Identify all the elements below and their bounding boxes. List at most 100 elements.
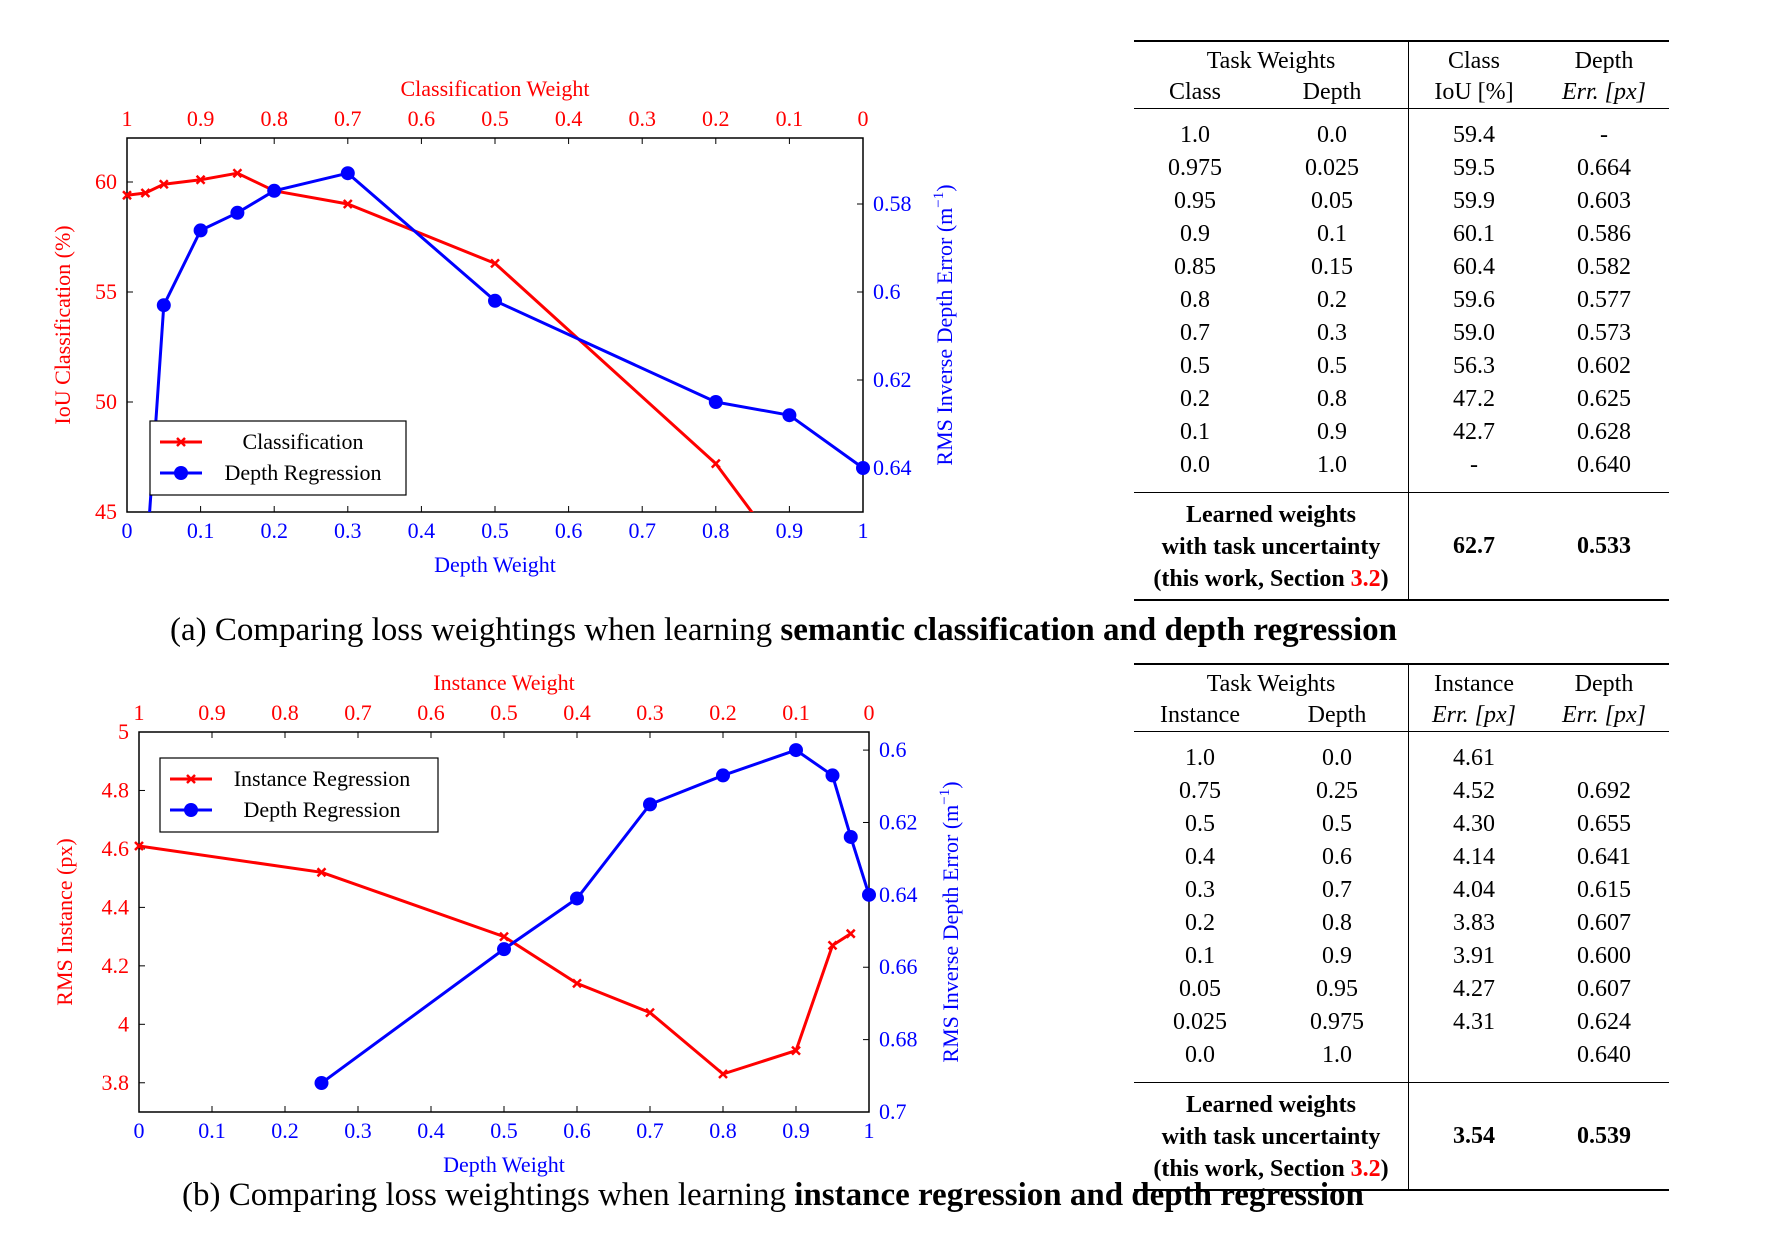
chart-1-x-tick-label: 0.6 [563, 1118, 591, 1143]
table-row: 0.5 0.5 4.30 0.655 [1134, 808, 1669, 841]
table-a-group-header: Task Weights [1134, 41, 1409, 77]
chart-1-right-tick-label: 0.6 [879, 737, 907, 762]
chart-0-series-line-depth [148, 171, 863, 512]
table-cell: 1.0 [1180, 122, 1210, 148]
table-cell: 0.05 [1256, 185, 1409, 218]
chart-1-left-tick-label: 3.8 [102, 1070, 130, 1095]
chart-b: 0 0.1 0.2 0.3 0.4 0.5 0.6 0.7 0.8 0.9 1 1 0.9 0.8 0.7 0… [52, 670, 963, 1177]
table-row: 0.5 0.5 56.3 0.602 [1134, 350, 1669, 383]
chart-0-data-point-circle [708, 395, 723, 409]
chart-0-left-tick-label: 55 [95, 279, 117, 304]
chart-1-right-tick-label: 0.64 [879, 882, 918, 907]
table-b-group-header: Task Weights [1134, 664, 1409, 700]
table-cell: 0.640 [1577, 1042, 1631, 1068]
chart-1-top-tick-label: 0.8 [271, 700, 299, 725]
table-b-section-ref[interactable]: 3.2 [1350, 1156, 1381, 1182]
table-row: 0.05 0.95 4.27 0.607 [1134, 973, 1669, 1006]
chart-0-top-tick-label: 0.8 [260, 106, 288, 131]
chart-1-legend: Instance Regression Depth Regression [159, 757, 439, 833]
table-cell: 0.577 [1577, 287, 1631, 313]
chart-1-legend-marker-x [186, 774, 196, 784]
table-cell [1409, 1039, 1540, 1072]
chart-0-data-point-x [140, 188, 151, 198]
table-a-learned-line1: Learned weights [1186, 502, 1356, 528]
chart-1-right-tick-label: 0.68 [879, 1027, 918, 1052]
chart-1-top-tick-label: 0.5 [490, 700, 518, 725]
chart-0-data-point-circle [156, 298, 171, 313]
table-cell: 0.95 [1174, 188, 1216, 214]
chart-0-data-point-x [158, 179, 169, 190]
table-cell: 59.6 [1453, 287, 1495, 313]
chart-0-data-point-x [710, 458, 721, 469]
chart-0-top-tick-label: 0.2 [702, 106, 730, 131]
chart-1-top-axis-label: Instance Weight [433, 670, 574, 695]
chart-0-top-tick-label: 0.5 [481, 106, 509, 131]
chart-1-x-tick-label: 0.2 [271, 1118, 299, 1143]
table-cell: 0.603 [1577, 188, 1631, 214]
chart-0-top-tick-label: 0.4 [555, 106, 583, 131]
table-cell: 4.31 [1453, 1009, 1495, 1035]
chart-0-x-tick-label: 0.9 [776, 518, 804, 543]
table-row: 0.75 0.25 4.52 0.692 [1134, 775, 1669, 808]
table-a-learned-line2: with task uncertainty [1161, 534, 1381, 560]
table-row: 1.0 0.0 59.4 - [1134, 119, 1669, 152]
table-cell: 0.15 [1256, 251, 1409, 284]
table-cell: 0.9 [1180, 221, 1210, 247]
table-cell: 0.9 [1266, 940, 1409, 973]
table-cell: 0.640 [1577, 452, 1631, 478]
chart-0-right-tick-label: 0.58 [873, 191, 912, 216]
chart-0-x-tick-label: 0.3 [334, 518, 362, 543]
chart-1-legend-label: Depth Regression [243, 797, 400, 822]
table-a-learned-line3-pre: (this work, Section [1153, 566, 1351, 592]
table-cell: 0.975 [1168, 155, 1222, 181]
chart-0-top-tick-label: 0.7 [334, 106, 362, 131]
chart-1-data-point-x [645, 1007, 655, 1018]
chart-1-right-axis-label-sup: −1 [937, 789, 953, 805]
chart-1-data-point-circle [716, 768, 730, 783]
chart-0-x-axis-label: Depth Weight [434, 552, 556, 577]
table-cell: 0.5 [1266, 808, 1409, 841]
table-a-col3-header-2: IoU [%] [1434, 79, 1514, 105]
table-cell: 1.0 [1185, 745, 1215, 771]
chart-1-x-tick-label: 0.4 [417, 1118, 445, 1143]
table-cell: 0.0 [1185, 1042, 1215, 1068]
table-cell: 0.0 [1256, 119, 1409, 152]
table-a-learned-line3-post: ) [1380, 566, 1389, 592]
table-cell: 59.5 [1453, 155, 1495, 181]
table-cell: 42.7 [1453, 419, 1495, 445]
table-cell: 0.0 [1266, 742, 1409, 775]
chart-0-data-point-circle [193, 223, 208, 238]
table-cell: 0.2 [1185, 910, 1215, 936]
chart-1-top-tick-label: 0.7 [344, 700, 372, 725]
table-a-section-ref[interactable]: 3.2 [1350, 566, 1381, 592]
caption-a-bold: semantic classification and depth regres… [780, 612, 1398, 648]
table-cell: 0.7 [1180, 320, 1210, 346]
chart-1-top-tick-label: 0 [864, 700, 875, 725]
table-b-learned-line1: Learned weights [1186, 1092, 1356, 1118]
table-cell: 0.615 [1577, 877, 1631, 903]
chart-1-left-tick-label: 5 [118, 719, 129, 744]
chart-1-right-tick-label: 0.66 [879, 954, 918, 979]
chart-1-right-tick-label: 0.62 [879, 809, 918, 834]
chart-1-data-point-x [791, 1045, 801, 1056]
chart-a: 0 0.1 0.2 0.3 0.4 0.5 0.6 0.7 0.8 0.9 1 1 0.9 0.8 0.7 0… [50, 76, 957, 577]
table-row: 0.0 1.0 - 0.640 [1134, 449, 1669, 482]
table-cell: 0.7 [1266, 874, 1409, 907]
chart-0-right-tick-label: 0.6 [873, 279, 901, 304]
chart-1-x-tick-label: 0.7 [636, 1118, 664, 1143]
table-cell: 0.655 [1577, 811, 1631, 837]
table-a-col4-header-1: Depth [1574, 48, 1634, 74]
chart-1-data-point-circle [570, 891, 584, 906]
table-b-body: 1.0 0.0 4.61 0.75 0.25 4.52 0.692 0.5 0.5 4.30 0.6… [1134, 731, 1669, 1083]
chart-1-data-point-x [316, 867, 327, 878]
table-cell: 0.2 [1180, 386, 1210, 412]
table-cell: 0.6 [1266, 841, 1409, 874]
table-cell: 0.5 [1180, 353, 1210, 379]
table-cell: 0.0 [1180, 452, 1210, 478]
chart-0-data-point-x [122, 190, 132, 201]
table-cell: 0.582 [1577, 254, 1631, 280]
table-a-col4-header-2: Err. [px] [1561, 79, 1646, 105]
table-cell: 0.607 [1577, 976, 1631, 1002]
table-row: 0.975 0.025 59.5 0.664 [1134, 152, 1669, 185]
table-cell: 3.91 [1453, 943, 1495, 969]
